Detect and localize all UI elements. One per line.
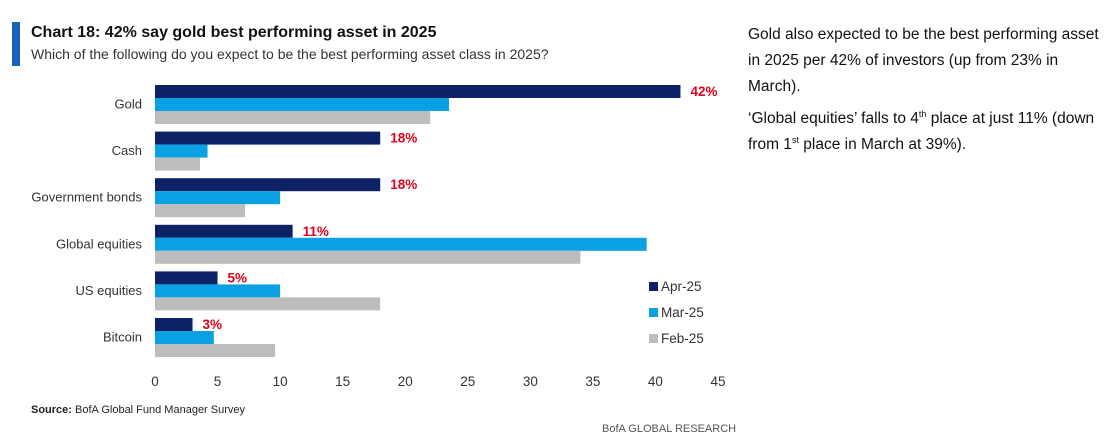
legend-label: Mar-25 [661,305,704,320]
x-tick-label: 30 [523,374,538,389]
legend-label: Feb-25 [661,331,704,346]
commentary-paragraph-1: Gold also expected to be the best perfor… [748,26,1099,95]
brand-footer: BofA GLOBAL RESEARCH [602,423,737,435]
bar-mar-25 [155,191,281,205]
commentary-text: ‘Global equities’ falls to 4 [748,110,919,127]
bar-apr-25 [155,178,381,192]
legend-swatch [649,308,658,317]
bar-feb-25 [155,344,276,357]
bar-mar-25 [155,237,647,251]
source-label: Source: [31,404,72,416]
bar-mar-25 [155,98,450,111]
data-label: 3% [203,317,223,332]
x-tick-label: 45 [710,374,725,389]
bar-apr-25 [155,85,681,98]
data-label: 18% [390,177,417,192]
bar-apr-25 [155,131,381,145]
x-tick-label: 35 [585,374,600,389]
data-label: 11% [303,224,329,239]
chart-title: Chart 18: 42% say gold best performing a… [31,24,437,41]
category-label: Gold [115,97,142,112]
category-label: Bitcoin [103,330,142,345]
data-label: 5% [228,270,248,285]
bar-feb-25 [155,157,201,171]
chart-subtitle: Which of the following do you expect to … [31,46,549,62]
category-label: Government bonds [31,190,142,205]
x-tick-label: 20 [398,374,413,389]
commentary-text: place in March at 39%). [798,136,967,153]
legend-label: Apr-25 [661,279,702,294]
x-tick-label: 40 [648,374,663,389]
ordinal-suffix: st [791,135,799,145]
bar-chart: Gold 42% Cash 18% Government bonds 18% Global … [31,84,725,389]
x-tick-label: 25 [460,374,475,389]
x-tick-label: 0 [151,374,159,389]
legend-swatch [649,334,658,343]
x-tick-label: 15 [335,374,350,389]
x-tick-label: 10 [273,374,288,389]
ordinal-suffix: th [918,109,927,119]
category-label: US equities [76,283,143,298]
category-label: Cash [112,143,142,158]
bar-feb-25 [155,204,246,218]
commentary-panel: Gold also expected to be the best perfor… [748,22,1114,164]
data-label: 42% [690,84,717,99]
commentary-text: place at just 11% (down from 1 [748,110,1095,153]
data-label: 18% [390,131,417,146]
bar-feb-25 [155,297,381,311]
x-tick-label: 5 [214,374,222,389]
bar-apr-25 [155,271,218,285]
source-note: Source: BofA Global Fund Manager Survey [31,404,245,416]
bar-feb-25 [155,111,431,124]
commentary-paragraph-2: ‘Global equities’ falls to 4th place at … [748,106,1114,158]
title-accent-bar [12,22,20,66]
legend-swatch [649,282,658,291]
bar-mar-25 [155,284,281,298]
bar-apr-25 [155,224,293,238]
bar-mar-25 [155,144,208,158]
bar-feb-25 [155,250,581,264]
category-label: Global equities [56,236,142,251]
bar-apr-25 [155,318,193,331]
bar-mar-25 [155,331,214,344]
source-text: BofA Global Fund Manager Survey [75,404,246,416]
